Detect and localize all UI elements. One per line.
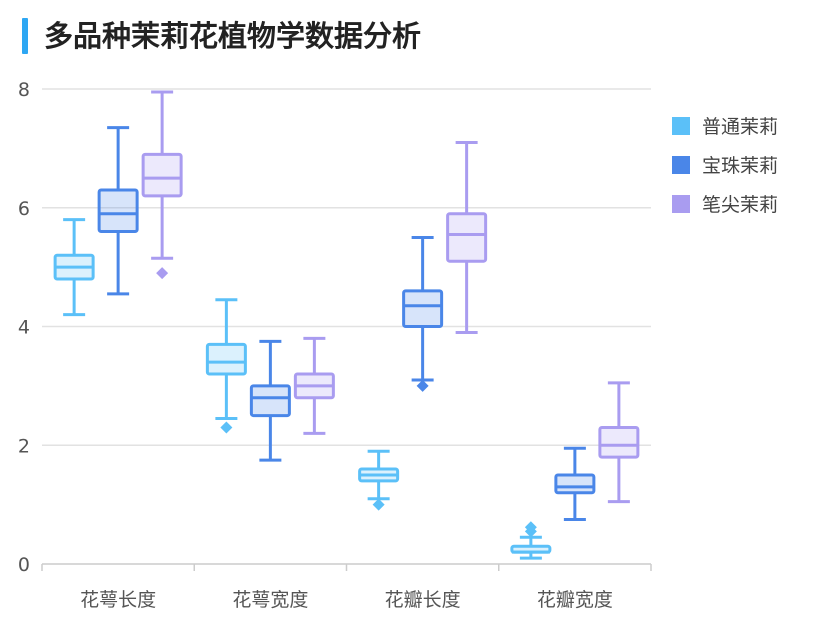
outlier-point [220,421,233,434]
chart-title: 多品种茉莉花植物学数据分析 [44,19,422,53]
box-1-1 [53,218,95,317]
box-1-4 [510,521,552,560]
x-category-label: 花瓣长度 [385,589,461,611]
y-tick-label: 6 [18,198,30,220]
legend-label: 宝珠茉莉 [702,155,778,177]
y-tick-label: 8 [18,79,30,101]
box-1-3 [358,449,400,511]
y-tick-label: 4 [18,317,30,339]
legend-swatch [672,195,690,213]
box-3-4 [598,381,640,504]
box-iqr [205,342,247,376]
x-category-label: 花瓣宽度 [537,589,613,611]
box-1-2 [205,298,247,434]
box-iqr [554,473,596,495]
outlier-point [524,521,537,534]
box-iqr [141,152,183,198]
title-accent-bar [22,18,28,54]
x-category-label: 花萼宽度 [232,589,308,611]
legend-label: 普通茉莉 [702,116,778,138]
outlier-point [416,379,429,392]
box-iqr [446,212,488,263]
legend-label: 笔尖茉莉 [702,194,778,216]
box-3-2 [293,336,335,435]
x-category-label: 花萼长度 [80,589,156,611]
box-iqr [598,425,640,459]
box-2-2 [249,339,291,462]
box-2-3 [402,235,444,392]
y-tick-label: 2 [18,435,30,457]
box-2-1 [97,126,139,296]
outlier-point [156,267,169,280]
outlier-point [372,498,385,511]
y-tick-label: 0 [18,554,30,576]
box-3-1 [141,90,183,280]
legend-swatch [672,117,690,135]
box-iqr [402,289,444,328]
box-iqr [97,188,139,233]
box-iqr [249,384,291,418]
box-2-4 [554,446,596,521]
legend-swatch [672,156,690,174]
box-3-3 [446,140,488,334]
